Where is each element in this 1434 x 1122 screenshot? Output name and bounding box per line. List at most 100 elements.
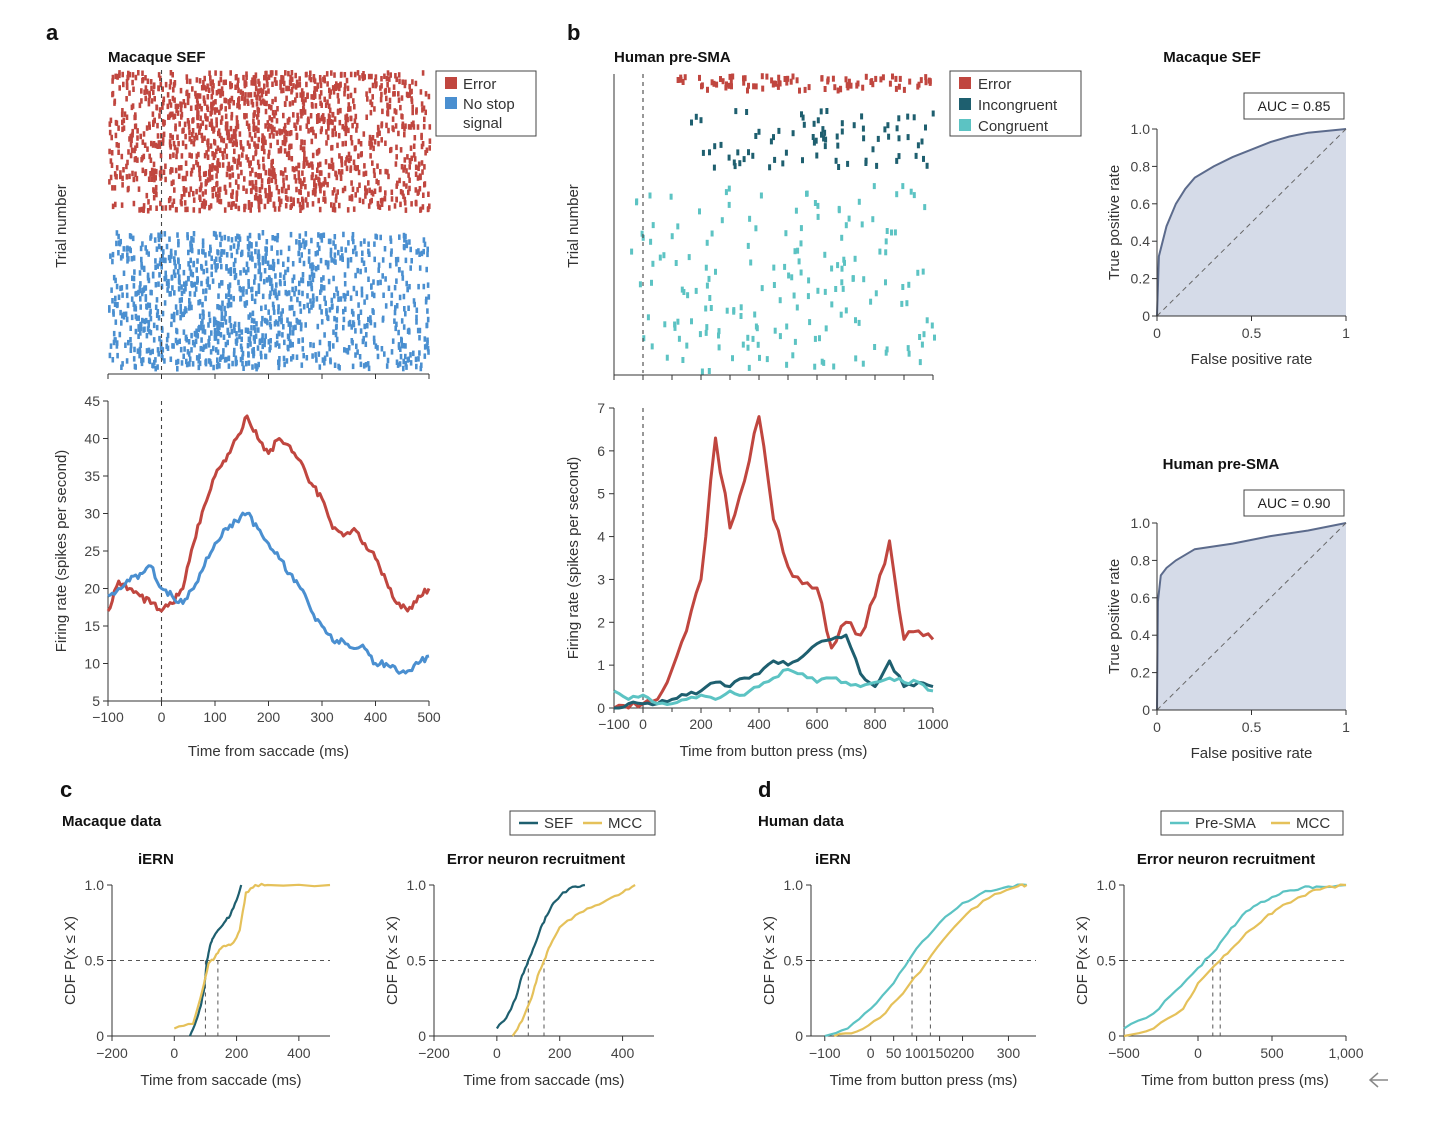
raster-tick-no-stop [423, 353, 427, 359]
raster-tick-no-stop [145, 304, 149, 310]
raster-tick-congruent [918, 359, 922, 366]
raster-tick-error [354, 192, 357, 198]
raster-tick-no-stop [126, 302, 130, 309]
raster-tick-error [120, 111, 124, 118]
raster-tick-error [171, 72, 174, 78]
raster-tick-error [365, 91, 368, 97]
raster-tick-incongruent [906, 113, 910, 120]
raster-tick-incongruent [897, 115, 901, 122]
raster-tick-error [331, 206, 335, 213]
raster-tick-error [331, 128, 334, 134]
raster-tick-no-stop [275, 282, 278, 288]
raster-tick-no-stop [184, 334, 188, 341]
raster-tick-error [142, 153, 146, 160]
raster-tick-error [141, 139, 145, 145]
raster-tick-no-stop [363, 323, 366, 330]
raster-tick-error [891, 73, 894, 80]
raster-tick-error [333, 125, 336, 131]
raster-tick-no-stop [207, 339, 210, 345]
raster-tick-error [177, 165, 181, 171]
raster-tick-error [395, 76, 398, 83]
raster-tick-no-stop [222, 334, 226, 340]
raster-tick-no-stop [329, 358, 332, 365]
raster-tick-error [182, 186, 186, 192]
raster-tick-congruent [673, 321, 677, 328]
raster-tick-no-stop [223, 315, 226, 322]
raster-tick-error [299, 109, 303, 115]
raster-tick-error [318, 177, 321, 184]
raster-tick-error [917, 81, 921, 88]
raster-tick-error [928, 79, 932, 86]
raster-tick-error [297, 162, 301, 169]
raster-tick-no-stop [172, 343, 175, 349]
raster-tick-incongruent [812, 139, 816, 146]
raster-tick-error [198, 93, 202, 99]
raster-tick-error [237, 184, 240, 190]
raster-tick-error [332, 89, 336, 95]
raster-tick-no-stop [227, 291, 231, 297]
raster-tick-error [275, 184, 279, 191]
raster-tick-error [326, 81, 329, 87]
raster-tick-error [141, 70, 144, 76]
raster-tick-error [351, 122, 354, 129]
raster-tick-no-stop [228, 282, 232, 288]
raster-tick-no-stop [121, 253, 124, 259]
raster-tick-no-stop [287, 290, 291, 296]
raster-tick-no-stop [272, 305, 275, 311]
raster-tick-congruent [746, 334, 750, 341]
raster-tick-error [402, 181, 406, 187]
raster-tick-error [376, 163, 379, 169]
raster-tick-error [710, 79, 714, 86]
raster-tick-error [219, 70, 223, 77]
raster-tick-error [319, 90, 323, 96]
raster-tick-no-stop [356, 349, 359, 355]
raster-tick-no-stop [120, 285, 124, 291]
raster-tick-congruent [725, 307, 729, 314]
raster-tick-error [249, 160, 252, 166]
raster-tick-no-stop [212, 345, 215, 352]
raster-tick-error [352, 159, 356, 165]
raster-tick-incongruent [773, 156, 777, 163]
raster-tick-error [132, 176, 136, 183]
raster-tick-error [313, 90, 316, 97]
raster-tick-error [220, 103, 223, 110]
raster-tick-no-stop [312, 264, 315, 271]
raster-tick-error [888, 80, 892, 87]
raster-tick-error [416, 190, 420, 196]
raster-tick-incongruent [837, 164, 841, 170]
raster-tick-no-stop [317, 232, 320, 238]
raster-tick-no-stop [361, 250, 364, 256]
raster-tick-no-stop [204, 260, 208, 266]
raster-tick-error [301, 203, 305, 210]
raster-tick-no-stop [351, 235, 354, 242]
raster-tick-no-stop [218, 324, 221, 331]
raster-tick-error [235, 196, 238, 202]
raster-tick-error [823, 86, 827, 92]
raster-tick-incongruent [823, 143, 827, 150]
raster-tick-no-stop [425, 296, 428, 303]
raster-tick-error [152, 174, 155, 180]
raster-tick-no-stop [262, 278, 266, 285]
raster-tick-no-stop [311, 276, 315, 283]
roc-ytick-label: 0.8 [1131, 158, 1151, 174]
raster-tick-error [198, 171, 201, 178]
raster-tick-congruent [813, 200, 817, 206]
raster-tick-no-stop [374, 343, 378, 349]
raster-tick-no-stop [332, 240, 335, 246]
raster-tick-error [239, 144, 243, 150]
cdf-xlabel: Time from button press (ms) [830, 1072, 1018, 1089]
raster-tick-no-stop [307, 258, 311, 264]
cdf-xtick-label: 200 [225, 1045, 249, 1061]
raster-tick-congruent [739, 304, 743, 311]
raster-tick-error [897, 83, 901, 90]
raster-tick-error [411, 109, 414, 116]
cdf-xtick-label: 50 [886, 1045, 902, 1061]
raster-tick-error [237, 97, 240, 103]
raster-tick-no-stop [373, 339, 376, 345]
raster-tick-error [199, 115, 202, 121]
raster-tick-no-stop [426, 345, 430, 352]
b-rate-ytick-label: 4 [597, 529, 605, 545]
raster-tick-error [231, 141, 235, 147]
raster-tick-error [376, 132, 379, 138]
raster-tick-error [311, 103, 314, 109]
